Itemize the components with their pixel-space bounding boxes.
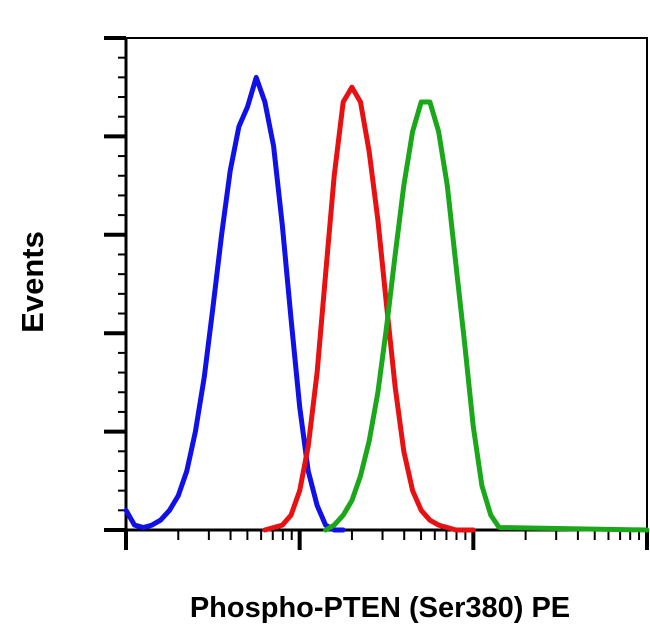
series-lines: [123, 74, 650, 533]
y-axis-label: Events: [15, 231, 50, 333]
axis-ticks: [104, 36, 649, 550]
series-line-1: [123, 74, 346, 533]
series-line-2: [262, 84, 476, 533]
series-line-3: [323, 99, 650, 533]
x-axis-label: Phospho-PTEN (Ser380) PE: [189, 592, 571, 624]
